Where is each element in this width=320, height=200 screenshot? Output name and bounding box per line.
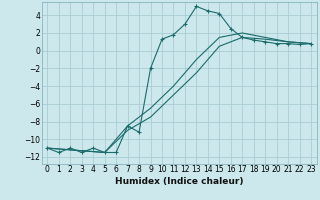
X-axis label: Humidex (Indice chaleur): Humidex (Indice chaleur) [115, 177, 244, 186]
